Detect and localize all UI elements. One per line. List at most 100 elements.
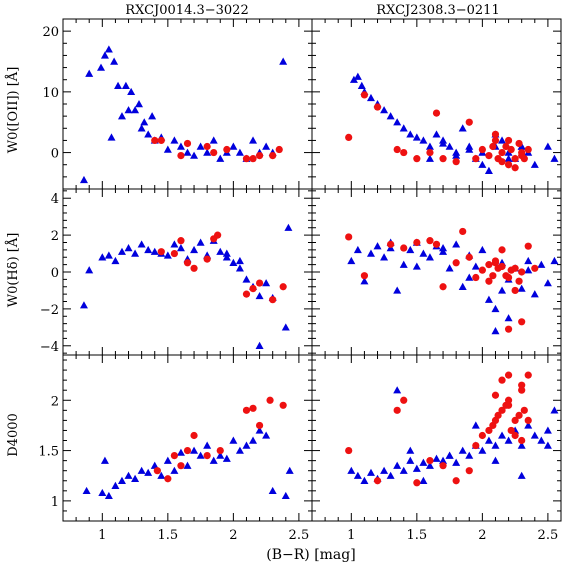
triangle-point xyxy=(484,166,493,174)
circle-point xyxy=(465,467,473,475)
circle-point xyxy=(504,396,513,404)
triangle-point xyxy=(425,461,434,469)
circle-point xyxy=(485,277,493,285)
circle-point xyxy=(524,145,532,154)
y-tick-label: 20 xyxy=(42,25,59,40)
circle-point xyxy=(177,462,185,470)
triangle-point xyxy=(353,72,362,80)
circle-point xyxy=(498,158,506,166)
circle-point xyxy=(465,118,473,126)
triangle-point xyxy=(439,244,448,252)
triangle-point xyxy=(117,112,126,120)
circle-point xyxy=(345,446,353,455)
triangle-point xyxy=(517,284,526,292)
triangle-point xyxy=(137,240,146,248)
triangle-point xyxy=(452,151,461,159)
circle-point xyxy=(520,406,528,414)
circle-point xyxy=(518,381,526,389)
circle-point xyxy=(491,391,500,399)
triangle-point xyxy=(458,124,467,132)
triangle-point xyxy=(347,256,356,265)
triangle-point xyxy=(137,124,146,132)
circle-point xyxy=(373,103,382,111)
triangle-point xyxy=(124,471,133,479)
circle-point xyxy=(255,279,264,287)
circle-point xyxy=(373,477,382,485)
y-tick-label: 1.5 xyxy=(38,445,59,460)
y-tick-label: −2 xyxy=(40,303,59,318)
triangle-point xyxy=(550,154,559,162)
circle-point xyxy=(151,136,159,145)
y-axis-label-hdelta: W0(Hδ) [Å] xyxy=(5,233,21,308)
circle-point xyxy=(345,133,353,141)
panel-1-1 xyxy=(311,188,562,356)
triangle-point xyxy=(140,118,149,126)
triangle-point xyxy=(517,142,526,150)
circle-point xyxy=(345,233,353,241)
triangle-point xyxy=(393,386,402,394)
triangle-point xyxy=(491,441,500,449)
y-tick-label: 10 xyxy=(42,86,59,101)
circle-point xyxy=(432,240,441,248)
triangle-point xyxy=(458,446,467,454)
triangle-point xyxy=(111,256,120,265)
triangle-point xyxy=(412,133,421,141)
triangle-point xyxy=(543,441,552,449)
triangle-point xyxy=(117,247,126,255)
x-tick-label: 2.5 xyxy=(289,528,310,543)
circle-point xyxy=(157,136,165,145)
y-axis-label-d4000: D4000 xyxy=(6,413,21,457)
triangle-point xyxy=(445,264,454,272)
circle-point xyxy=(511,264,519,272)
triangle-point xyxy=(484,295,493,303)
x-tick-label: 2.5 xyxy=(538,528,559,543)
x-axis-label: (B−R) [mag] xyxy=(266,547,355,563)
triangle-point xyxy=(504,154,513,162)
circle-point xyxy=(170,452,178,460)
circle-point xyxy=(177,152,185,160)
y-tick-label: 2 xyxy=(51,394,59,409)
triangle-point xyxy=(465,145,474,153)
triangle-point xyxy=(196,451,205,459)
triangle-point xyxy=(432,130,441,138)
triangle-point xyxy=(412,464,421,472)
triangle-point xyxy=(79,175,88,184)
triangle-point xyxy=(353,471,362,479)
triangle-point xyxy=(412,262,421,270)
triangle-point xyxy=(127,87,136,96)
x-tick-label: 2 xyxy=(478,528,486,543)
triangle-point xyxy=(229,436,238,444)
triangle-point xyxy=(439,247,448,255)
triangle-point xyxy=(249,436,258,444)
circle-point xyxy=(426,457,434,465)
triangle-point xyxy=(504,148,513,156)
circle-point xyxy=(489,142,497,151)
panel-frame xyxy=(62,354,313,522)
circle-point xyxy=(524,416,532,424)
triangle-point xyxy=(458,282,467,290)
circle-point xyxy=(432,109,441,117)
triangle-point xyxy=(432,454,441,462)
triangle-point xyxy=(242,441,251,449)
triangle-point xyxy=(281,323,290,331)
circle-point xyxy=(518,152,526,160)
triangle-point xyxy=(111,481,120,489)
circle-point xyxy=(504,136,513,145)
circle-point xyxy=(515,139,523,148)
panel-frame xyxy=(62,18,313,190)
triangle-point xyxy=(216,451,225,459)
triangle-point xyxy=(425,154,434,162)
panel-frame xyxy=(311,18,562,190)
triangle-point xyxy=(393,461,402,469)
triangle-point xyxy=(268,486,277,495)
triangle-point xyxy=(498,431,507,439)
triangle-point xyxy=(98,253,107,261)
triangle-point xyxy=(284,223,293,231)
circle-point xyxy=(511,286,519,295)
circle-point xyxy=(255,421,264,430)
circle-point xyxy=(518,436,526,445)
circle-point xyxy=(216,446,224,455)
circle-point xyxy=(203,255,211,263)
triangle-point xyxy=(471,421,480,429)
